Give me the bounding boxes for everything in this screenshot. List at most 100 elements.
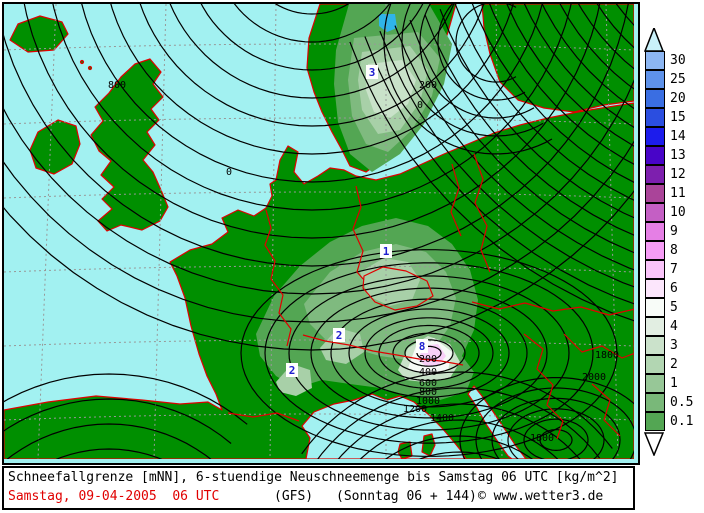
contour-line	[454, 4, 634, 201]
contour-line	[541, 4, 634, 110]
scale-value: 5	[670, 300, 678, 315]
scale-box-11: 11	[644, 184, 702, 204]
country-borders	[227, 153, 634, 440]
contour-label: 0	[226, 167, 232, 178]
contour-line	[489, 4, 634, 165]
scale-swatch	[645, 51, 665, 70]
contour-line	[139, 4, 485, 127]
scale-value: 14	[670, 129, 686, 144]
contour-line	[507, 408, 605, 459]
scale-box-3: 3	[644, 336, 702, 356]
contour-line	[437, 4, 526, 101]
contour-label: 400	[419, 367, 437, 378]
contour-label: 200	[419, 354, 437, 365]
contour-line	[288, 275, 570, 431]
contour-line	[359, 419, 559, 459]
contour-line	[364, 36, 634, 305]
border-pl-east	[473, 153, 491, 273]
contour-label: 1800	[530, 433, 554, 444]
graticule-meridian	[37, 4, 57, 459]
scale-box-8: 8	[644, 241, 702, 261]
scale-value: 12	[670, 167, 686, 182]
border-pyrenees	[227, 412, 300, 422]
border-balkans-3	[591, 383, 621, 437]
scale-value: 1	[670, 376, 678, 391]
scale-swatch	[645, 279, 665, 298]
contour-label: 0	[417, 100, 423, 111]
contour-line	[394, 25, 634, 271]
scale-box-0.1: 0.1	[644, 412, 702, 432]
snow-central-l3c	[276, 364, 312, 396]
color-scale-boxes: 30 25 20 15 14 13 12 11 10 9 8 7 6 5 4 3 2 1 0.5 0.1	[644, 51, 702, 432]
contour-line	[523, 418, 589, 459]
border-fr-de	[264, 209, 292, 347]
scale-swatch	[645, 260, 665, 279]
maximum-label: 1	[383, 245, 390, 258]
color-scale: 30 25 20 15 14 13 12 11 10 9 8 7 6 5 4 3 2 1 0.5 0.1	[644, 28, 702, 456]
scale-box-30: 30	[644, 51, 702, 71]
graticule-meridian	[153, 4, 167, 459]
contour-line	[392, 332, 466, 374]
scale-swatch	[645, 89, 665, 108]
maximum-label: 2	[336, 329, 343, 342]
credit: © www.wetter3.de	[478, 489, 604, 504]
graticule-meridian	[495, 4, 503, 459]
contour-label: 1000	[416, 396, 440, 407]
scale-value: 20	[670, 91, 686, 106]
scale-box-9: 9	[644, 222, 702, 242]
maximum-label: 2	[289, 364, 296, 377]
contour-line	[424, 14, 634, 236]
contour-line	[110, 4, 514, 155]
scale-arrow-down-shape	[644, 432, 664, 456]
scale-box-6: 6	[644, 279, 702, 299]
scale-value: 6	[670, 281, 678, 296]
maximum-label-box	[366, 65, 378, 79]
contour-line	[330, 298, 528, 408]
valid-date: Samstag, 09-04-2005 06 UTC	[8, 489, 220, 504]
contour-line	[23, 4, 601, 239]
scale-swatch	[645, 108, 665, 127]
contour-label: 1800	[595, 350, 619, 361]
scale-swatch	[645, 241, 665, 260]
border-de-pl	[352, 185, 365, 281]
contour-line	[4, 373, 248, 425]
contour-line	[409, 19, 634, 254]
contour-label: 2000	[582, 372, 606, 383]
scale-value: 9	[670, 224, 678, 239]
maximum-label-box	[380, 244, 392, 258]
graticule-meridian	[269, 4, 277, 459]
maximum-label-box	[286, 363, 298, 377]
sea-adriatic	[467, 385, 527, 459]
contour-line	[475, 387, 634, 459]
scale-swatch	[645, 146, 665, 165]
scale-swatch	[645, 393, 665, 412]
scale-box-25: 25	[644, 70, 702, 90]
map-canvas: 800 2000020040060080010001200140018002000…	[4, 4, 634, 459]
graticule-parallel	[4, 191, 634, 199]
scale-box-13: 13	[644, 146, 702, 166]
contour-line	[337, 403, 581, 459]
scale-swatch	[645, 298, 665, 317]
lake-vanern	[379, 14, 397, 32]
contour-line	[310, 287, 548, 419]
scale-value: 4	[670, 319, 678, 334]
scale-box-5: 5	[644, 298, 702, 318]
contour-line	[233, 4, 391, 43]
graticule-parallel	[4, 43, 634, 51]
scale-box-1: 1	[644, 374, 702, 394]
scale-value: 3	[670, 338, 678, 353]
scale-box-20: 20	[644, 89, 702, 109]
weather-map: 800 200 0 0 200 400 600 800 1000 1200 1400 1800 2000…	[2, 2, 640, 465]
scale-value: 7	[670, 262, 678, 277]
contour-label: 200	[419, 80, 437, 91]
contour-line	[4, 398, 232, 444]
contour-line	[404, 339, 454, 367]
contour-line	[240, 249, 618, 457]
scale-swatch	[645, 222, 665, 241]
contour-label: 1200	[403, 404, 427, 415]
border-balkans-2	[563, 333, 634, 359]
contour-line	[348, 308, 510, 398]
scale-arrow-up-shape	[644, 28, 664, 52]
contour-lines	[4, 4, 634, 459]
maximum-label-box	[416, 339, 428, 353]
